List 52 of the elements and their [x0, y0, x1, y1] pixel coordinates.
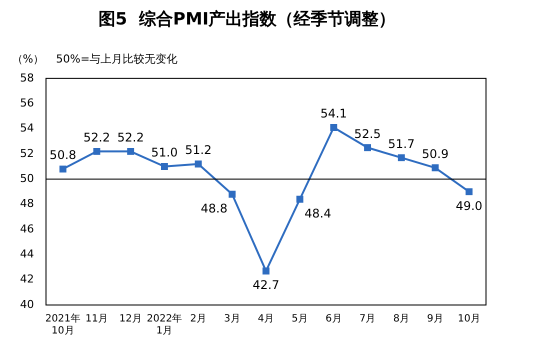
y-tick-label: 48	[20, 197, 34, 210]
x-tick-label: 5月	[292, 314, 308, 325]
data-label: 51.2	[184, 143, 212, 158]
y-tick-label: 58	[20, 71, 34, 84]
x-tick-label: 6月	[326, 314, 342, 325]
data-label: 48.8	[200, 201, 228, 216]
point	[59, 166, 66, 173]
y-axis-title: （%）	[12, 52, 44, 66]
data-label: 52.2	[117, 130, 144, 145]
point	[93, 148, 100, 155]
x-tick-label: 2月	[190, 314, 206, 325]
x-tick-label: 2022年 1月	[146, 312, 182, 337]
point	[228, 190, 236, 198]
data-label: 42.7	[252, 278, 280, 292]
y-tick-label: 52	[20, 146, 34, 160]
point	[262, 268, 270, 274]
x-tick-label: 3月	[224, 314, 240, 325]
x-tick-label: 12月	[119, 314, 142, 325]
text: 50%=与上月比较无变化	[56, 52, 178, 66]
point	[127, 148, 134, 155]
x-tick-label: 10月	[458, 314, 480, 325]
chart-title: 图5 综合PMI产出指数（经季节调整）	[98, 10, 396, 30]
data-label: 52.5	[354, 126, 381, 141]
x-tick-label: 8月	[393, 314, 410, 325]
data-label: 48.4	[304, 206, 332, 220]
x-tick-label: 7月	[359, 314, 376, 325]
point	[194, 160, 202, 168]
x-tick-label: 4月	[258, 314, 274, 325]
y-tick-label: 56	[20, 96, 34, 110]
point	[160, 163, 168, 170]
y-tick-label: 46	[20, 222, 34, 236]
y-tick-label: 44	[20, 248, 34, 261]
y-tick-label: 42	[20, 272, 34, 286]
point	[296, 196, 304, 203]
data-label: 50.9	[422, 146, 449, 161]
data-label: 49.0	[456, 198, 482, 213]
point	[432, 164, 439, 172]
y-tick-label: 40	[20, 298, 34, 311]
x-tick-label: 2021年 10月	[45, 312, 81, 337]
x-tick-label: 9月	[427, 314, 444, 325]
data-label: 54.1	[320, 106, 348, 121]
point	[330, 124, 338, 131]
data-label: 52.2	[83, 130, 110, 145]
point	[364, 144, 372, 152]
data-label: 51.7	[388, 136, 415, 151]
point	[398, 154, 405, 162]
point	[466, 188, 473, 196]
y-tick-label: 50	[20, 172, 34, 185]
x-tick-label: 11月	[85, 314, 108, 325]
data-label: 50.8	[50, 148, 76, 162]
data-label: 51.0	[151, 146, 178, 160]
y-tick-label: 54	[20, 122, 34, 135]
